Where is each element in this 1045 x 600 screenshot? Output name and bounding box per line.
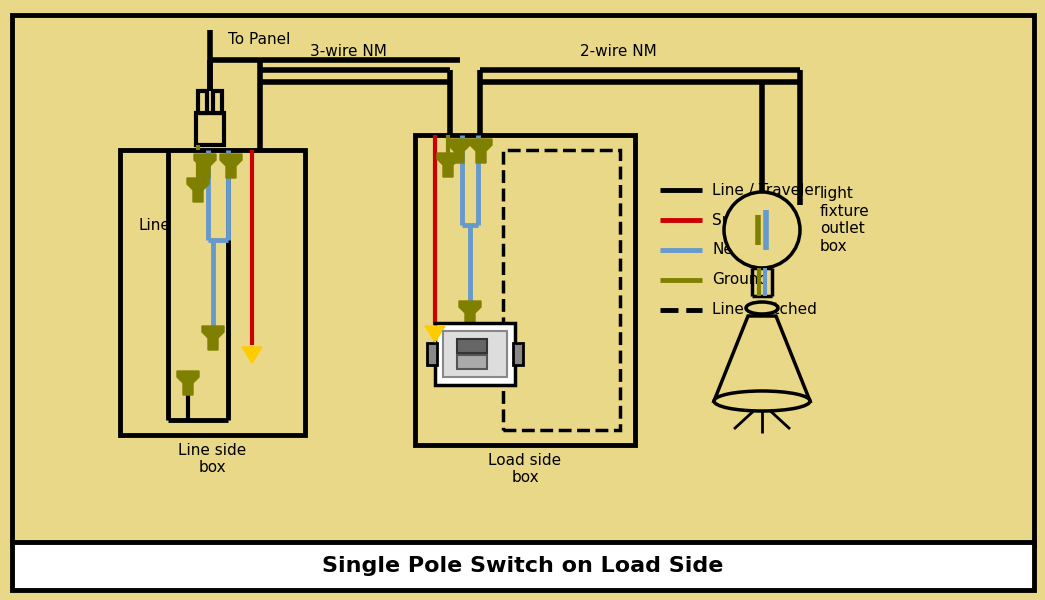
Bar <box>213 91 222 113</box>
Polygon shape <box>177 371 199 395</box>
Text: 2-wire NM: 2-wire NM <box>580 44 656 59</box>
Polygon shape <box>202 326 224 350</box>
Polygon shape <box>220 154 242 178</box>
Polygon shape <box>448 139 470 163</box>
Polygon shape <box>194 154 216 178</box>
Polygon shape <box>187 178 209 202</box>
Bar <box>513 343 522 365</box>
Ellipse shape <box>746 302 777 314</box>
Bar <box>11 15 1034 545</box>
Ellipse shape <box>714 391 810 411</box>
Bar <box>11 542 1034 590</box>
Text: To Panel: To Panel <box>228 32 291 47</box>
Text: Ground: Ground <box>712 272 768 287</box>
Text: 3-wire NM: 3-wire NM <box>310 44 387 59</box>
Polygon shape <box>437 153 459 177</box>
Text: Line switched: Line switched <box>712 302 817 317</box>
Circle shape <box>724 192 800 268</box>
Polygon shape <box>714 316 810 401</box>
Bar <box>196 113 224 145</box>
Bar <box>457 339 487 353</box>
Bar <box>198 91 207 113</box>
Bar <box>503 150 620 430</box>
Bar <box>443 331 507 377</box>
Text: light
fixture
outlet
box: light fixture outlet box <box>820 187 869 254</box>
Bar <box>457 355 487 369</box>
Text: Spare: Spare <box>712 212 757 227</box>
Polygon shape <box>425 326 445 342</box>
Bar <box>427 343 437 365</box>
Text: Line side
box: Line side box <box>179 443 247 475</box>
Text: Neutral: Neutral <box>712 242 768 257</box>
Bar <box>415 135 635 445</box>
Polygon shape <box>459 301 481 325</box>
Polygon shape <box>470 139 492 163</box>
Polygon shape <box>242 347 262 363</box>
Bar <box>435 323 515 385</box>
Text: Line / Traveler: Line / Traveler <box>712 182 820 197</box>
Text: Single Pole Switch on Load Side: Single Pole Switch on Load Side <box>322 556 724 576</box>
Text: Line: Line <box>138 217 170 232</box>
Text: Load side
box: Load side box <box>488 453 561 485</box>
Bar <box>120 150 305 435</box>
